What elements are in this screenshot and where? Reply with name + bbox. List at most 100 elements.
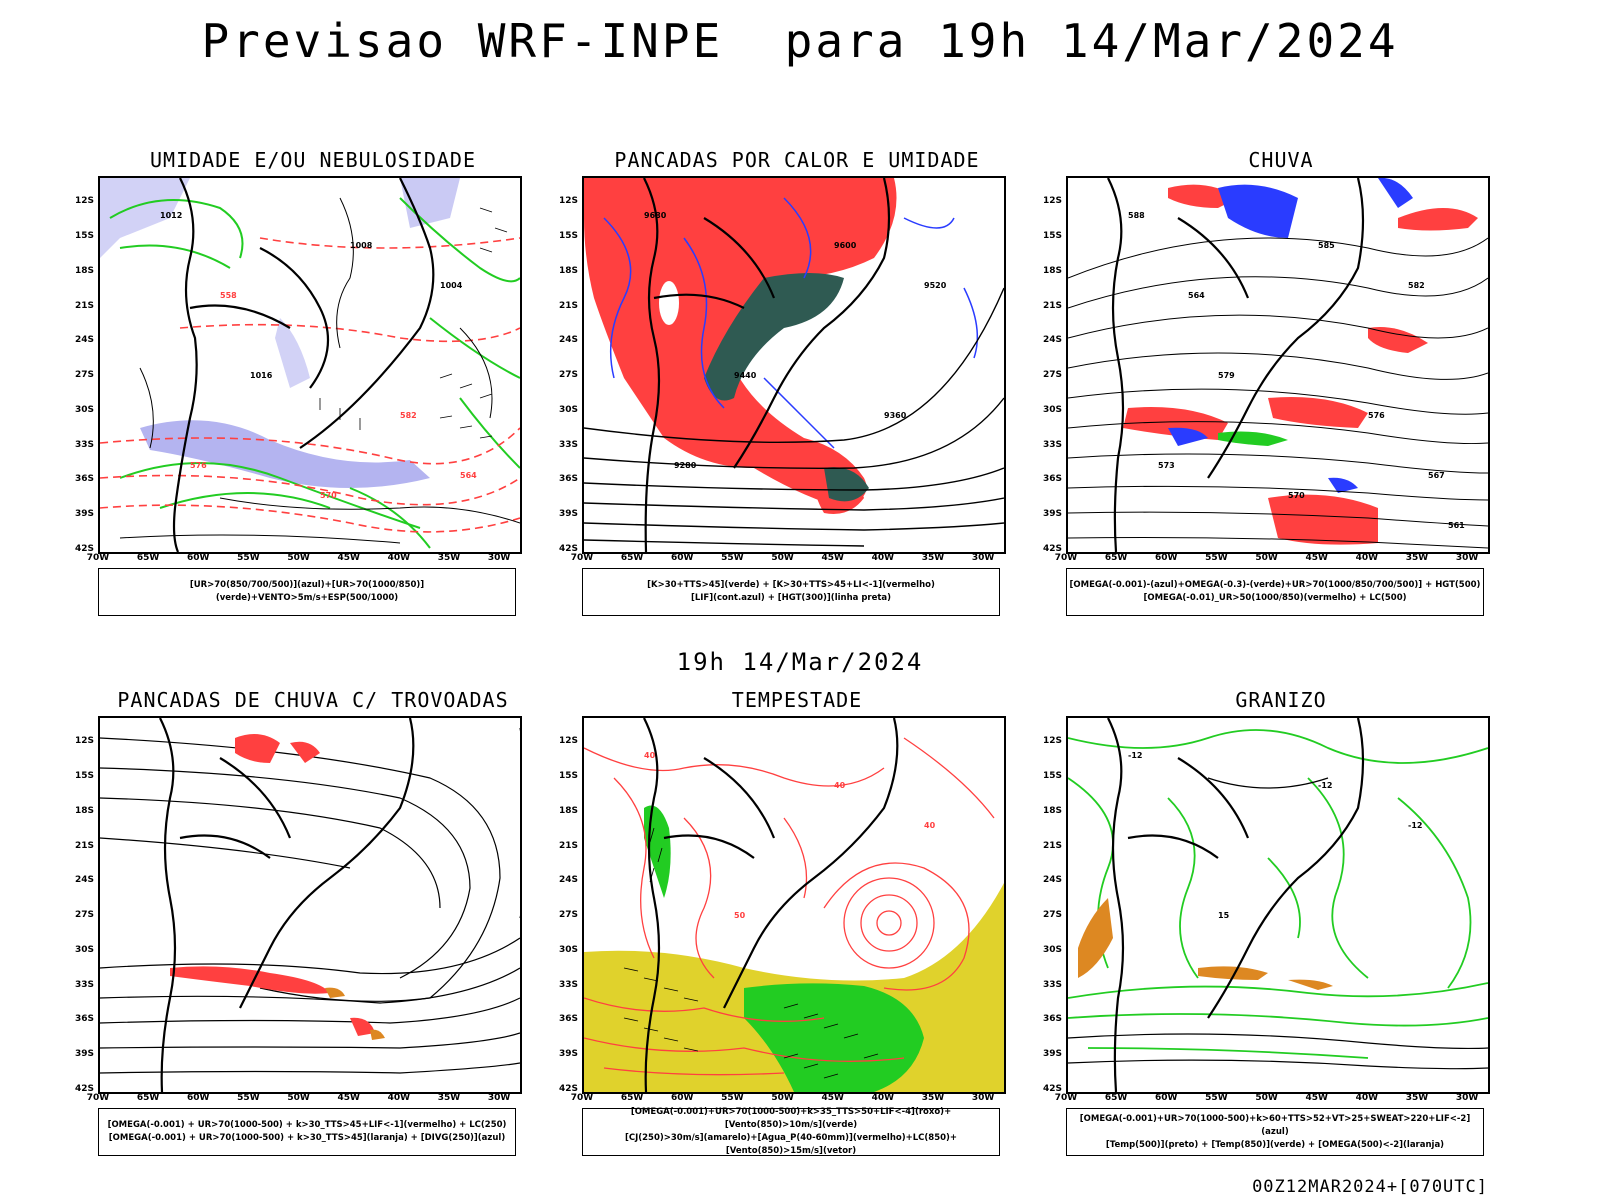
y-tick-label: 39S bbox=[74, 1049, 94, 1060]
y-tick-label: 21S bbox=[1042, 300, 1062, 311]
y-tick-label: 18S bbox=[1042, 265, 1062, 276]
y-tick-label: 12S bbox=[74, 196, 94, 207]
x-tick-label: 30W bbox=[487, 553, 511, 563]
y-tick-label: 36S bbox=[1042, 474, 1062, 485]
x-tick-label: 55W bbox=[1205, 553, 1228, 563]
contour-label: 570 bbox=[320, 491, 337, 500]
y-tick-label: 42S bbox=[74, 544, 94, 554]
contour-label: 588 bbox=[1128, 211, 1145, 220]
contour-label: 40 bbox=[644, 751, 656, 760]
contour-label: 573 bbox=[1158, 461, 1175, 470]
map-canvas-pancadas-calor: 9680 9600 9520 9440 9360 9280 bbox=[584, 178, 1004, 552]
map-canvas-granizo: -12 -12 -12 15 bbox=[1068, 718, 1488, 1092]
y-tick-label: 12S bbox=[1042, 736, 1062, 747]
y-tick-label: 42S bbox=[558, 1084, 578, 1094]
x-tick-label: 45W bbox=[1305, 1093, 1328, 1103]
map-canvas-umidade: 1012 1008 1004 1016 582 576 570 564 558 bbox=[100, 178, 520, 552]
y-tick-label: 39S bbox=[1042, 1049, 1062, 1060]
map-canvas-chuva: 588 585 582 579 576 573 570 567 564 561 bbox=[1068, 178, 1488, 552]
x-tick-label: 60W bbox=[1155, 1093, 1178, 1103]
panel-legend: [OMEGA(-0.001)-(azul)+OMEGA(-0.3)-(verde… bbox=[1066, 568, 1484, 616]
contour-label: 564 bbox=[1188, 291, 1205, 300]
x-tick-label: 30W bbox=[487, 1093, 511, 1103]
contour-label: 1016 bbox=[250, 371, 273, 380]
panel-pancadas-calor: PANCADAS POR CALOR E UMIDADE bbox=[552, 148, 1042, 638]
y-tick-label: 39S bbox=[1042, 509, 1062, 520]
panel-tempestade: TEMPESTADE bbox=[552, 688, 1042, 1178]
contour-label: 9440 bbox=[734, 371, 757, 380]
contour-label: -12 bbox=[1408, 821, 1422, 830]
x-tick-label: 55W bbox=[721, 1093, 744, 1103]
x-tick-label: 55W bbox=[721, 553, 744, 563]
y-tick-label: 21S bbox=[74, 840, 94, 851]
y-tick-label: 12S bbox=[1042, 196, 1062, 207]
y-tick-label: 27S bbox=[74, 910, 94, 921]
x-tick-label: 60W bbox=[187, 1093, 210, 1103]
y-tick-label: 39S bbox=[558, 509, 578, 520]
x-tick-label: 35W bbox=[437, 553, 461, 563]
x-tick-label: 65W bbox=[620, 1093, 644, 1103]
y-tick-label: 21S bbox=[1042, 840, 1062, 851]
y-tick-label: 18S bbox=[74, 265, 94, 276]
mid-title: 19h 14/Mar/2024 bbox=[676, 648, 924, 676]
legend-line: [LIF](cont.azul) + [HGT(300)](linha pret… bbox=[690, 593, 892, 603]
x-tick-label: 45W bbox=[821, 553, 844, 563]
map-umidade: 1012 1008 1004 1016 582 576 570 564 558 bbox=[98, 176, 522, 554]
y-tick-label: 27S bbox=[558, 910, 578, 921]
x-tick-label: 70W bbox=[86, 1093, 110, 1103]
x-tick-label: 45W bbox=[1305, 553, 1328, 563]
y-tick-label: 18S bbox=[558, 805, 578, 816]
contour-label: 40 bbox=[924, 821, 936, 830]
x-tick-label: 50W bbox=[1255, 553, 1278, 563]
contour-label: 9360 bbox=[884, 411, 907, 420]
y-tick-label: 12S bbox=[74, 736, 94, 747]
x-tick-label: 55W bbox=[237, 1093, 260, 1103]
contour-label: 9520 bbox=[924, 281, 947, 290]
x-tick-label: 55W bbox=[1205, 1093, 1228, 1103]
y-tick-label: 33S bbox=[558, 979, 578, 990]
y-tick-label: 24S bbox=[1042, 875, 1062, 886]
x-tick-label: 35W bbox=[437, 1093, 461, 1103]
panel-title: UMIDADE E/OU NEBULOSIDADE bbox=[149, 148, 477, 172]
y-tick-label: 21S bbox=[74, 300, 94, 311]
x-tick-label: 50W bbox=[1255, 1093, 1278, 1103]
x-tick-label: 65W bbox=[620, 553, 644, 563]
legend-line: [OMEGA(-0.001) + UR>70(1000-500) + k>30_… bbox=[107, 1120, 507, 1130]
x-tick-label: 35W bbox=[921, 553, 945, 563]
panel-title: CHUVA bbox=[1248, 148, 1314, 172]
legend-line: [Temp(500)](preto) + [Temp(850)](verde) … bbox=[1105, 1139, 1445, 1150]
x-tick-label: 60W bbox=[1155, 553, 1178, 563]
contour-label: 576 bbox=[190, 461, 207, 470]
y-tick-label: 15S bbox=[74, 770, 94, 781]
legend-line: [CJ(250)>30m/s](amarelo)+[Agua_P(40-60mm… bbox=[624, 1133, 958, 1156]
y-tick-label: 18S bbox=[74, 805, 94, 816]
map-pancadas-calor: 9680 9600 9520 9440 9360 9280 bbox=[582, 176, 1006, 554]
x-tick-label: 70W bbox=[570, 553, 594, 563]
contour-label: 579 bbox=[1218, 371, 1235, 380]
x-tick-label: 65W bbox=[136, 1093, 160, 1103]
y-tick-label: 36S bbox=[74, 1014, 94, 1025]
contour-label: 561 bbox=[1448, 521, 1465, 530]
x-tick-label: 30W bbox=[971, 1093, 995, 1103]
y-tick-label: 21S bbox=[558, 300, 578, 311]
legend-line: [OMEGA(-0.001) + UR>70(1000-500) + k>30_… bbox=[108, 1133, 506, 1143]
contour-label: 9600 bbox=[834, 241, 857, 250]
y-tick-label: 33S bbox=[1042, 979, 1062, 990]
y-tick-label: 33S bbox=[74, 439, 94, 450]
x-tick-label: 35W bbox=[1405, 553, 1429, 563]
map-chuva: 588 585 582 579 576 573 570 567 564 561 bbox=[1066, 176, 1490, 554]
contour-label: 9280 bbox=[674, 461, 697, 470]
x-tick-label: 40W bbox=[1355, 1093, 1379, 1103]
contour-label: 50 bbox=[734, 911, 746, 920]
y-tick-label: 15S bbox=[558, 230, 578, 241]
panel-legend: [UR>70(850/700/500)](azul)+[UR>70(1000/8… bbox=[98, 568, 516, 616]
y-tick-label: 18S bbox=[558, 265, 578, 276]
y-tick-label: 30S bbox=[1042, 944, 1062, 955]
y-tick-label: 30S bbox=[558, 404, 578, 415]
contour-label: 15 bbox=[1218, 911, 1230, 920]
map-canvas-tempestade: 40 40 40 50 bbox=[584, 718, 1004, 1092]
y-tick-label: 36S bbox=[1042, 1014, 1062, 1025]
contour-label: 1012 bbox=[160, 211, 182, 220]
x-tick-label: 70W bbox=[86, 553, 110, 563]
x-tick-label: 65W bbox=[136, 553, 160, 563]
